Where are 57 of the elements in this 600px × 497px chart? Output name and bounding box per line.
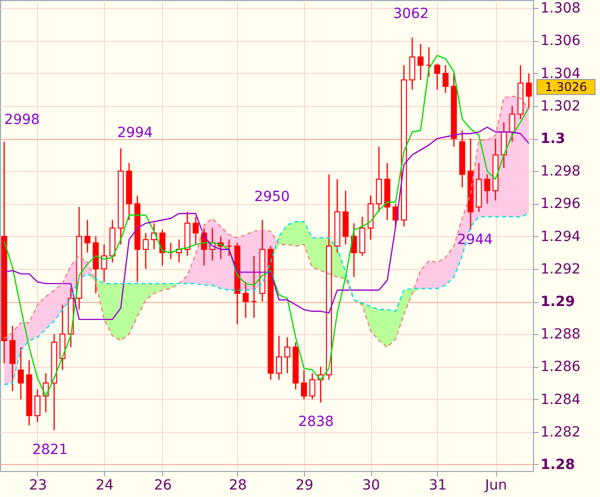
x-tick-label: 30 bbox=[362, 478, 380, 494]
x-tick-label: Jun bbox=[484, 478, 507, 494]
annotation: 2838 bbox=[298, 414, 334, 430]
y-tick-label: 1.284 bbox=[540, 392, 581, 408]
y-tick-label: 1.288 bbox=[540, 326, 581, 343]
candlestick bbox=[276, 335, 282, 380]
line-series bbox=[4, 54, 530, 397]
annotation: 2821 bbox=[32, 442, 68, 458]
y-tick-label: 1.294 bbox=[540, 228, 581, 245]
y-tick-label: 1.306 bbox=[540, 33, 581, 50]
y-tick-label: 1.304 bbox=[540, 66, 581, 82]
candlestick bbox=[142, 232, 149, 270]
candlestick bbox=[34, 388, 40, 423]
candlestick bbox=[426, 46, 432, 78]
annotation: 2944 bbox=[457, 232, 493, 248]
candlestick bbox=[284, 336, 290, 374]
candlestick bbox=[251, 255, 258, 318]
candlestick bbox=[168, 242, 174, 260]
candlestick bbox=[309, 372, 316, 400]
candlestick bbox=[484, 174, 490, 204]
y-tick-label: 1.282 bbox=[540, 424, 581, 440]
candlestick bbox=[409, 36, 416, 90]
x-tick-label: 29 bbox=[296, 478, 314, 494]
y-tick-label: 1.296 bbox=[540, 196, 581, 212]
y-tick-label: 1.302 bbox=[540, 98, 581, 114]
x-tick-label: 26 bbox=[154, 478, 172, 494]
candlestick bbox=[509, 105, 516, 142]
y-tick-label: 1.292 bbox=[540, 261, 581, 278]
annotation: 2998 bbox=[4, 112, 40, 128]
annotation: 3062 bbox=[393, 6, 429, 22]
y-tick-label: 1.29 bbox=[540, 294, 576, 310]
candlestick bbox=[84, 219, 90, 254]
candlestick bbox=[242, 281, 249, 318]
text: 1.3026 bbox=[545, 80, 587, 94]
y-tick-label: 1.286 bbox=[540, 359, 581, 376]
candlestick bbox=[526, 72, 532, 110]
y-tick-label: 1.28 bbox=[540, 456, 576, 473]
candlestick bbox=[18, 346, 24, 400]
x-tick-label: 28 bbox=[228, 478, 247, 494]
candlestick bbox=[101, 244, 108, 283]
annotation: 2950 bbox=[254, 189, 290, 205]
candlestick bbox=[300, 369, 307, 400]
y-tick-label: 1.3 bbox=[540, 131, 566, 148]
x-tick-label: 31 bbox=[428, 478, 447, 494]
y-tick-label: 1.308 bbox=[540, 0, 581, 17]
candlestick bbox=[9, 325, 16, 392]
y-tick-label: 1.298 bbox=[540, 164, 581, 180]
candlestick bbox=[159, 229, 166, 266]
candlestick bbox=[192, 216, 199, 246]
candlestick bbox=[442, 64, 449, 94]
candlestick bbox=[418, 43, 424, 80]
x-tick-label: 23 bbox=[29, 478, 47, 494]
candlestick bbox=[500, 122, 507, 168]
candlestick bbox=[226, 238, 232, 256]
annotation: 2994 bbox=[117, 125, 153, 141]
x-tick-label: 24 bbox=[96, 478, 114, 494]
candlestick bbox=[434, 62, 440, 90]
